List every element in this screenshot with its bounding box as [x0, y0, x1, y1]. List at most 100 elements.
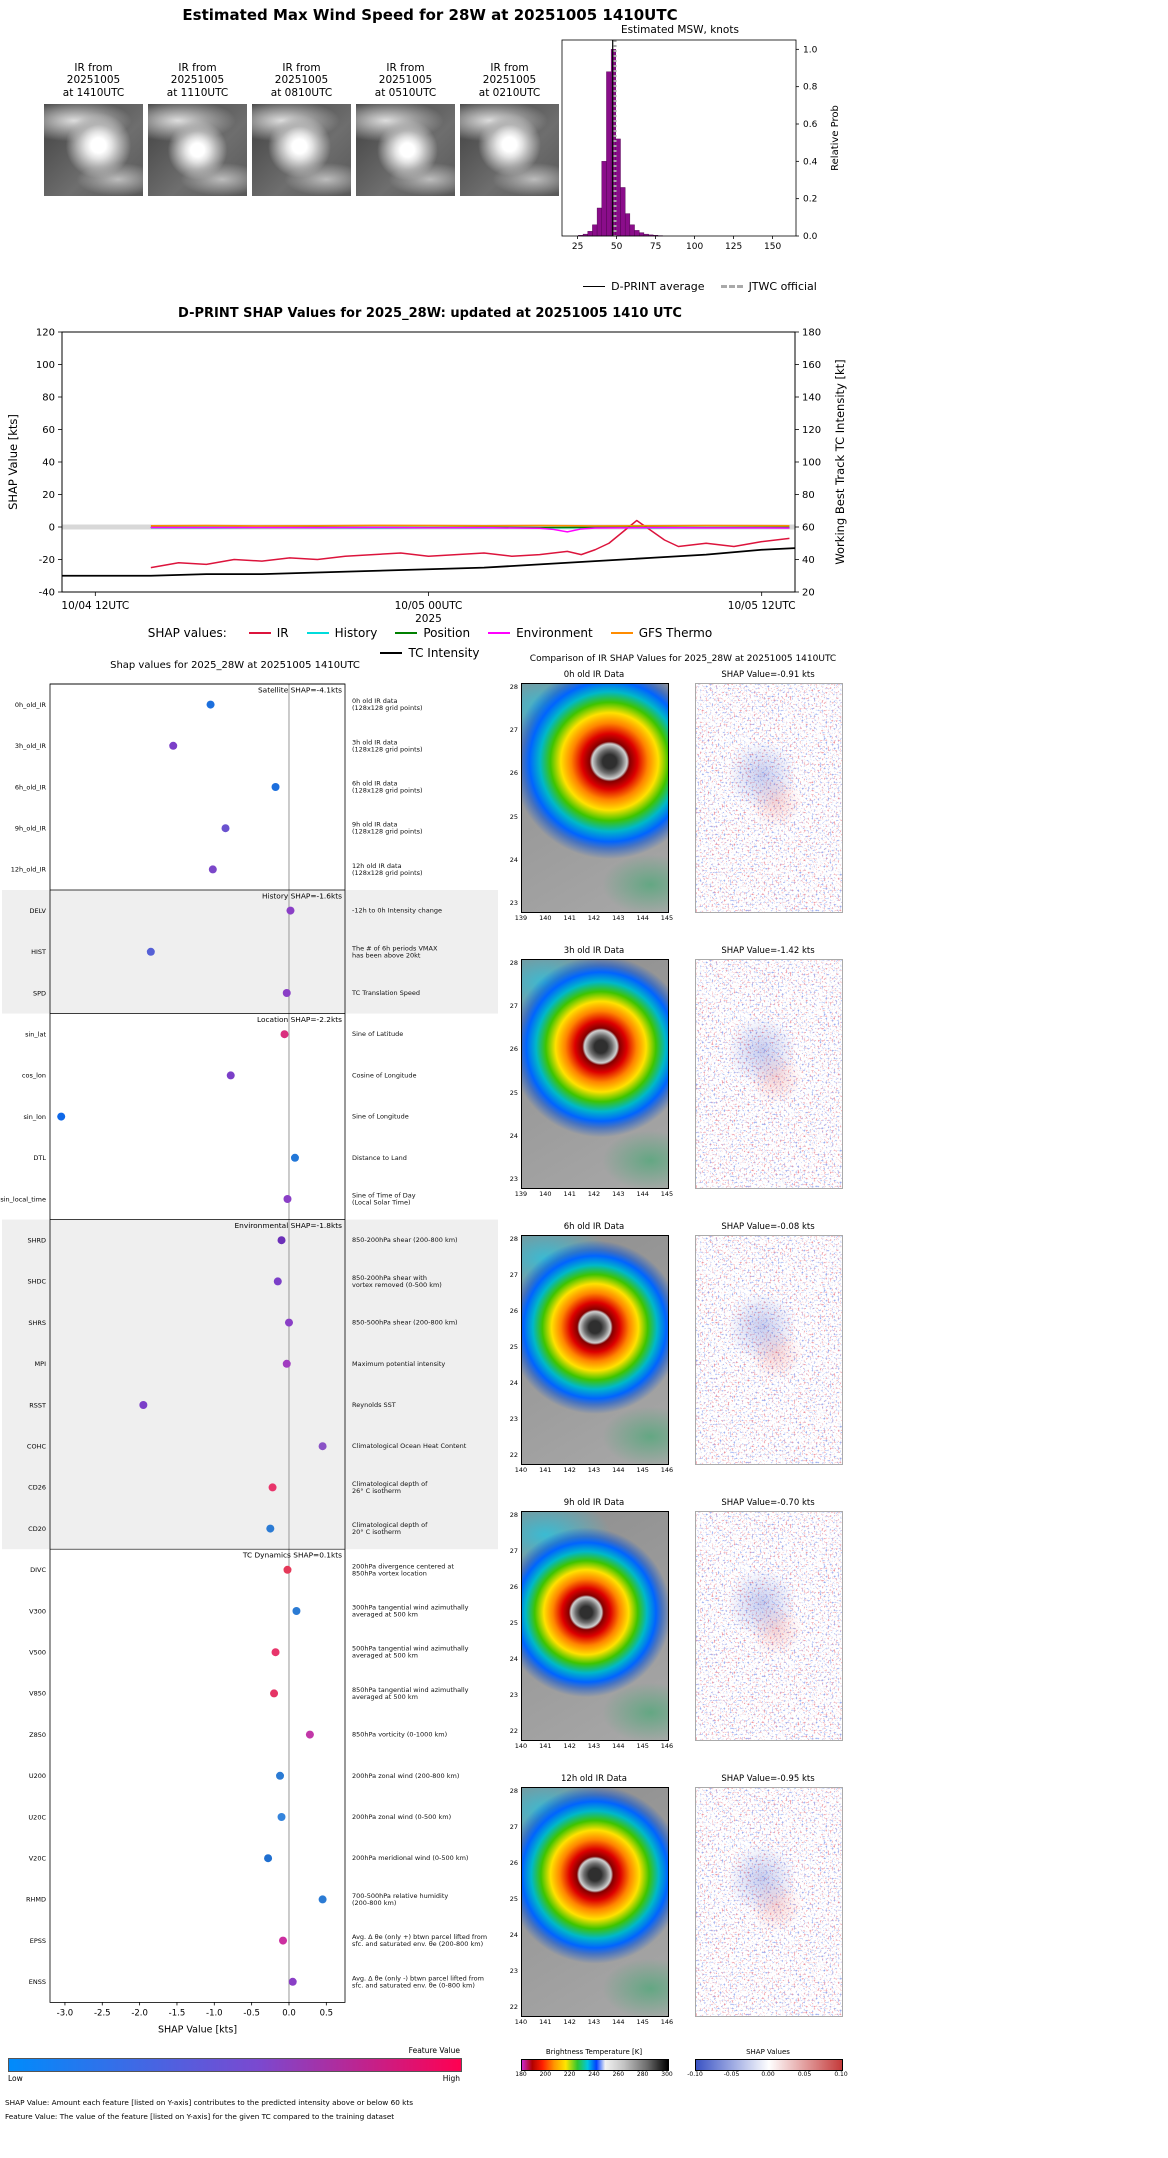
- legend-label: TC Intensity: [408, 646, 480, 660]
- feature-description: 850hPa vortex location: [352, 1569, 427, 1577]
- feature-label: MPI: [35, 1360, 47, 1368]
- caption-line: at 1410UTC: [62, 86, 125, 99]
- feature-description: (128x128 grid points): [352, 704, 423, 712]
- lat-tick-label: 26: [509, 1859, 518, 1867]
- left-y-tick-label: 60: [42, 425, 55, 436]
- colorbar-tick-label: 220: [563, 2071, 576, 2078]
- legend-label: GFS Thermo: [638, 626, 713, 640]
- lat-tick-label: 25: [509, 1343, 518, 1351]
- lon-tick-label: 145: [660, 914, 674, 922]
- legend-swatch: [610, 632, 633, 634]
- lat-tick-label: 26: [509, 769, 518, 778]
- lon-tick-label: 140: [514, 2018, 528, 2026]
- ir-map-image: [521, 1235, 669, 1465]
- legend-item: TC Intensity: [380, 646, 480, 660]
- feature-description: vortex removed (0-500 km): [352, 1281, 442, 1289]
- feature-dot: [279, 1936, 288, 1945]
- feature-dot: [290, 1153, 299, 1162]
- ir-map-title: 9h old IR Data: [563, 1498, 625, 1508]
- x-tick-label: 75: [650, 242, 661, 252]
- lat-tick-label: 25: [509, 1088, 518, 1097]
- colorbar-title: Brightness Temperature [K]: [545, 2048, 643, 2056]
- feature-label: V300: [29, 1607, 46, 1615]
- feature-description: TC Translation Speed: [351, 989, 420, 997]
- feature-description: 850hPa tangential wind azimuthally: [352, 1686, 469, 1694]
- histogram-bar: [634, 230, 640, 237]
- ir-thumbnail-image: [148, 104, 247, 197]
- shap-map-title: SHAP Value=-0.91 kts: [721, 670, 815, 680]
- lon-tick-label: 145: [636, 1466, 649, 1474]
- left-y-tick-label: 0: [49, 523, 55, 534]
- feature-dot: [292, 1607, 301, 1615]
- feature-description: Avg. Δ θe (only -) btwn parcel lifted fr…: [352, 1974, 484, 1982]
- feature-dot: [169, 741, 178, 750]
- x-tick-label: 10/04 12UTC: [61, 600, 129, 612]
- shap-map-title: SHAP Value=-0.08 kts: [721, 1222, 815, 1232]
- group-shading: [2, 890, 498, 1014]
- right-y-tick-label: 80: [802, 490, 815, 501]
- shap-map-title: SHAP Value=-0.70 kts: [721, 1498, 815, 1508]
- lat-tick-label: 28: [509, 959, 518, 967]
- histogram-bar: [587, 231, 593, 237]
- lat-tick-label: 28: [509, 683, 518, 691]
- feature-dot: [280, 1030, 289, 1039]
- comparison-rows: 0h old IR Data SHAP Value=-0.91 kts 28 27 26…: [505, 668, 861, 2048]
- feature-description: 700-500hPa relative humidity: [352, 1892, 448, 1900]
- axes-frame: [49, 683, 346, 2003]
- ir-thumbnail: IR from 20251005 at 0210UTC: [460, 62, 559, 197]
- feature-dot: [264, 1854, 273, 1863]
- feature-description: 850-200hPa shear (200-800 km): [352, 1236, 458, 1244]
- feature-label: Z850: [29, 1731, 46, 1739]
- legend-item: History: [306, 626, 377, 640]
- feature-dot: [146, 947, 155, 956]
- lon-tick-label: 145: [636, 1742, 649, 1750]
- feature-plot-title: Shap values for 2025_28W at 20251005 141…: [110, 660, 360, 671]
- lon-tick-label: 144: [636, 1190, 649, 1198]
- axes-frame: [561, 39, 797, 237]
- y-tick-label: 1.0: [803, 45, 818, 55]
- lat-tick-label: 22: [509, 1451, 518, 1459]
- lon-tick-label: 142: [563, 1742, 576, 1750]
- colorbar-tick-label: 180: [515, 2071, 527, 2078]
- feature-description: Distance to Land: [352, 1154, 407, 1162]
- lat-tick-label: 23: [509, 1967, 518, 1975]
- feature-label: RHMD: [26, 1896, 46, 1904]
- lat-tick-label: 24: [509, 1931, 518, 1939]
- feature-label: DTL: [33, 1154, 46, 1162]
- right-y-axis-label: Working Best Track TC Intensity [kt]: [833, 359, 847, 564]
- feature-label: EPSS: [30, 1937, 46, 1945]
- feature-description: (128x128 grid points): [352, 869, 423, 877]
- solid-line-swatch: [583, 286, 606, 287]
- lat-tick-label: 27: [509, 1547, 518, 1555]
- colorbar-tick-label: -0.05: [723, 2071, 740, 2078]
- x-tick-label: 25: [572, 242, 583, 252]
- feature-label: CD26: [28, 1484, 46, 1492]
- caption-line: 20251005: [274, 74, 329, 87]
- lon-tick-label: 140: [514, 1742, 528, 1750]
- ir-thumbnail-image: [44, 104, 143, 197]
- feature-description: 12h old IR data: [352, 862, 402, 870]
- feature-label: SHDC: [27, 1278, 46, 1286]
- legend-item: JTWC official: [720, 280, 817, 293]
- feature-description: (128x128 grid points): [352, 828, 423, 836]
- lon-axis: 139 140 141 142 143 144 145: [515, 1190, 673, 1200]
- lat-tick-label: 27: [509, 726, 518, 735]
- ir-map-image: [521, 1511, 669, 1741]
- left-y-tick-label: -40: [39, 588, 55, 599]
- feature-description: averaged at 500 km: [352, 1652, 418, 1660]
- colorbar-title: SHAP Values: [746, 2048, 790, 2056]
- lat-tick-label: 27: [509, 1271, 518, 1279]
- colorbar-tick-label: 0.00: [761, 2071, 775, 2078]
- histogram-bar: [624, 213, 631, 237]
- lon-tick-label: 146: [660, 2018, 674, 2026]
- lat-tick-label: 26: [509, 1045, 518, 1054]
- feature-description: Sine of Time of Day: [352, 1192, 416, 1200]
- colorbar-low-label: Low: [8, 2074, 23, 2083]
- feature-label: SPD: [33, 989, 46, 997]
- feature-description: sfc. and saturated env. θe (0-800 km): [352, 1981, 475, 1989]
- colorbar-tick-label: 0.10: [834, 2071, 848, 2078]
- x-tick-label: 10/05 00UTC: [395, 600, 463, 612]
- histogram-bar: [601, 161, 607, 237]
- legend-label: IR: [276, 626, 289, 640]
- lon-tick-label: 143: [612, 1190, 625, 1198]
